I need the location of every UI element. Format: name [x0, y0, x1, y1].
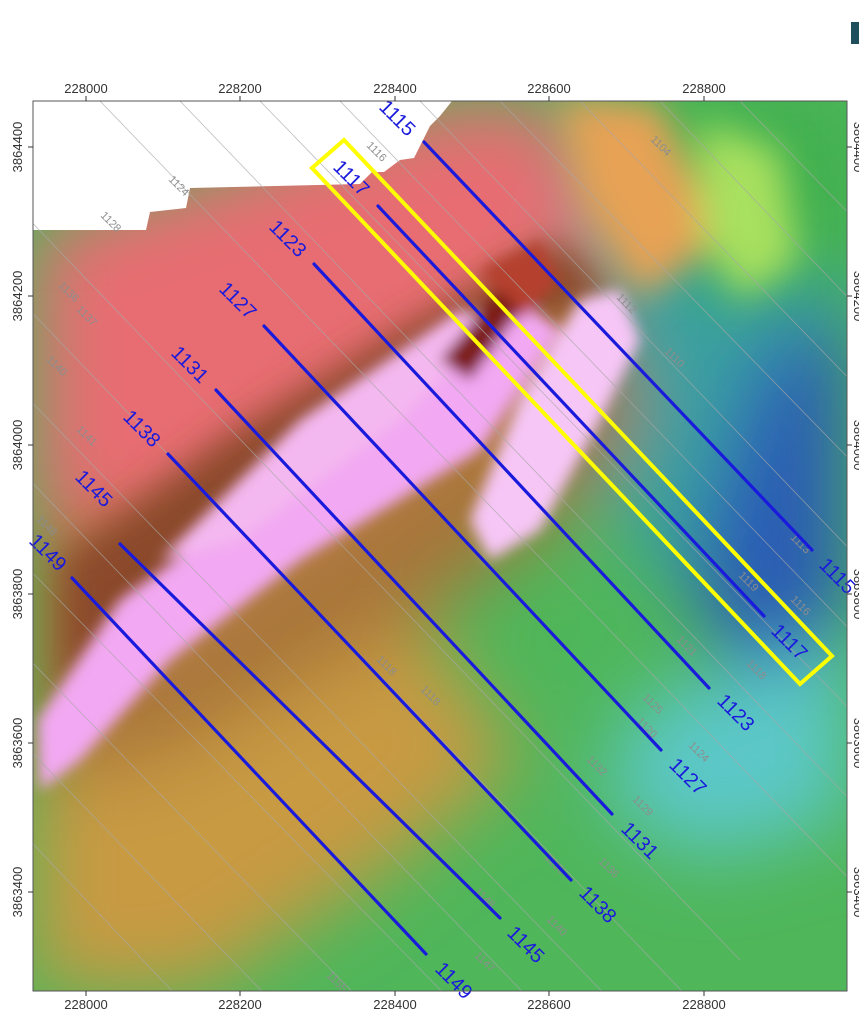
- y-tick-label-right: 3863400: [851, 867, 859, 918]
- y-tick-label-right: 3864000: [851, 420, 859, 471]
- x-tick-label-bottom: 228000: [64, 997, 107, 1012]
- x-tick-label-bottom: 228400: [373, 997, 416, 1012]
- survey-line-1131: [214, 388, 614, 816]
- right-axis-ticks: [847, 146, 852, 893]
- bottom-axis-labels: 228000 228200 228400 228600 228800: [64, 997, 725, 1012]
- y-tick-label-left: 3863800: [10, 569, 25, 620]
- y-tick-label-left: 3863400: [10, 867, 25, 918]
- survey-line-1138: [166, 452, 573, 882]
- map-frame: [32, 100, 848, 992]
- left-axis-labels: 3864400 3864200 3864000 3863800 3863600 …: [10, 122, 25, 918]
- x-tick-label-top: 228400: [373, 81, 416, 96]
- corner-marker: [851, 22, 859, 44]
- x-tick-label-top: 228800: [682, 81, 725, 96]
- bottom-axis-ticks: [85, 991, 705, 996]
- background-track-lines: [33, 101, 847, 991]
- x-tick-label-top: 228000: [64, 81, 107, 96]
- left-axis-ticks: [28, 146, 33, 893]
- y-tick-label-left: 3863600: [10, 718, 25, 769]
- y-tick-label-right: 3863800: [851, 569, 859, 620]
- survey-line-1149: [70, 576, 428, 956]
- y-tick-label-left: 3864000: [10, 420, 25, 471]
- survey-line-1117: [376, 204, 766, 618]
- top-axis-labels: 228000 228200 228400 228600 228800: [64, 81, 725, 96]
- survey-line-1145: [118, 542, 502, 920]
- y-tick-label-left: 3864200: [10, 271, 25, 322]
- x-tick-label-top: 228600: [527, 81, 570, 96]
- x-tick-label-bottom: 228200: [218, 997, 261, 1012]
- y-tick-label-right: 3864200: [851, 271, 859, 322]
- survey-line-1123: [312, 262, 711, 690]
- survey-line-1127: [262, 324, 663, 752]
- y-tick-label-left: 3864400: [10, 122, 25, 173]
- x-tick-label-bottom: 228800: [682, 997, 725, 1012]
- right-axis-labels: 3864400 3864200 3864000 3863800 3863600 …: [851, 122, 859, 918]
- x-tick-label-top: 228200: [218, 81, 261, 96]
- survey-line-1115: [422, 140, 814, 552]
- y-tick-label-right: 3864400: [851, 122, 859, 173]
- top-axis-ticks: [85, 96, 705, 101]
- elevation-raster: [33, 101, 847, 991]
- x-tick-label-bottom: 228600: [527, 997, 570, 1012]
- survey-lines: [70, 140, 814, 956]
- highlight-box-1117[interactable]: [309, 137, 835, 687]
- y-tick-label-right: 3863600: [851, 718, 859, 769]
